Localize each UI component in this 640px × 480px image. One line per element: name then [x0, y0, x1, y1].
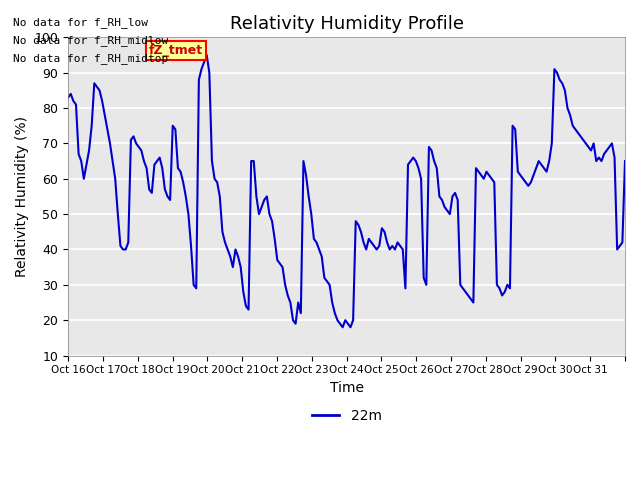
- Text: No data for f_RH_midtop: No data for f_RH_midtop: [13, 53, 168, 64]
- Y-axis label: Relativity Humidity (%): Relativity Humidity (%): [15, 116, 29, 277]
- X-axis label: Time: Time: [330, 381, 364, 395]
- Text: No data for f_RH_midlow: No data for f_RH_midlow: [13, 35, 168, 46]
- Legend: 22m: 22m: [306, 403, 387, 428]
- Text: fZ_tmet: fZ_tmet: [149, 44, 203, 57]
- Title: Relativity Humidity Profile: Relativity Humidity Profile: [230, 15, 463, 33]
- Text: No data for f_RH_low: No data for f_RH_low: [13, 17, 148, 28]
